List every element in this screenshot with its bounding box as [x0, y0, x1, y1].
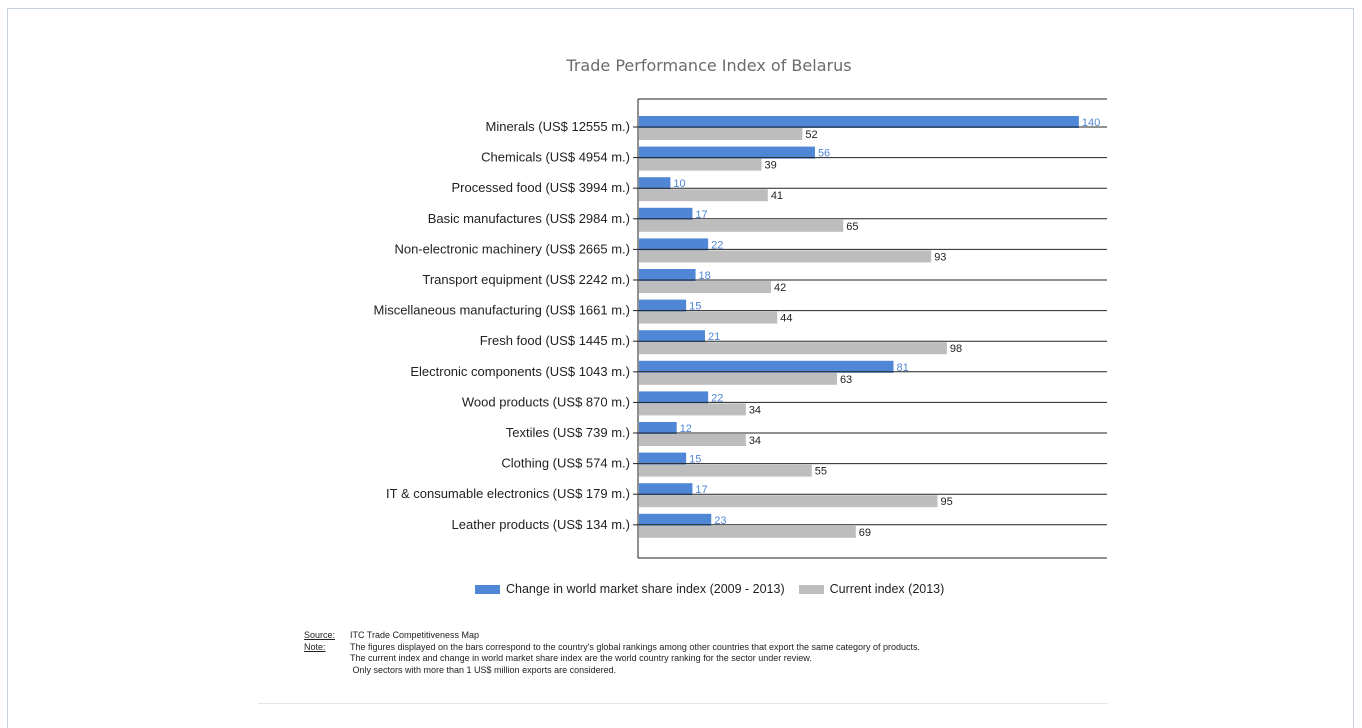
y-tick-label: Wood products (US$ 870 m.) — [462, 394, 630, 409]
bar-current — [639, 219, 844, 232]
note-line: Only sectors with more than 1 US$ millio… — [350, 664, 617, 675]
bar-change — [639, 269, 696, 281]
note-line: The figures displayed on the bars corres… — [350, 641, 921, 652]
data-label-current: 41 — [771, 190, 783, 202]
bar-current — [639, 189, 768, 202]
data-label-change: 21 — [708, 331, 720, 343]
y-tick-label: Miscellaneous manufacturing (US$ 1661 m.… — [373, 303, 630, 318]
y-tick-label: Basic manufactures (US$ 2984 m.) — [428, 211, 630, 226]
data-label-current: 55 — [815, 466, 827, 478]
data-label-change: 17 — [695, 484, 707, 496]
y-tick-label: Minerals (US$ 12555 m.) — [486, 119, 631, 134]
y-tick-label: IT & consumable electronics (US$ 179 m.) — [386, 486, 630, 501]
data-label-change: 22 — [711, 392, 723, 404]
bar-current — [639, 464, 812, 477]
bottom-divider — [258, 703, 1108, 704]
data-label-change: 17 — [695, 209, 707, 221]
bar-change — [639, 452, 687, 465]
y-tick-label: Leather products (US$ 134 m.) — [452, 517, 630, 532]
data-label-change: 15 — [689, 454, 701, 466]
chart-notes: Source: ITC Trade Competitiveness Map No… — [304, 630, 920, 676]
data-label-current: 98 — [950, 343, 962, 355]
chart-title: Trade Performance Index of Belarus — [566, 56, 852, 75]
bar-current — [639, 434, 746, 446]
data-label-current: 44 — [780, 313, 792, 325]
bar-change — [639, 238, 709, 251]
data-label-change: 140 — [1082, 117, 1100, 129]
data-label-change: 56 — [818, 148, 830, 160]
note-row: Only sectors with more than 1 US$ millio… — [304, 665, 920, 677]
data-label-current: 34 — [749, 404, 761, 416]
legend-entry-current: Current index (2013) — [798, 582, 945, 596]
y-tick-label: Clothing (US$ 574 m.) — [501, 456, 630, 471]
bar-current — [639, 495, 938, 508]
note-row: The current index and change in world ma… — [304, 653, 920, 665]
note-label: Note: — [304, 641, 326, 652]
y-tick-label: Fresh food (US$ 1445 m.) — [480, 333, 630, 348]
data-label-current: 63 — [840, 374, 852, 386]
data-label-current: 52 — [805, 129, 817, 141]
bar-current — [639, 403, 746, 416]
bar-change — [639, 116, 1079, 128]
y-tick-label: Processed food (US$ 3994 m.) — [452, 180, 630, 195]
source-text: ITC Trade Competitiveness Map — [350, 630, 480, 640]
note-line: The current index and change in world ma… — [350, 653, 812, 663]
data-label-current: 39 — [765, 160, 777, 172]
source-label: Source: — [304, 630, 336, 640]
y-tick-label: Non-electronic machinery (US$ 2665 m.) — [394, 241, 630, 256]
bar-current — [639, 250, 932, 263]
bar-current — [639, 158, 762, 171]
data-label-current: 69 — [859, 527, 871, 539]
bar-change — [639, 360, 894, 373]
data-label-change: 15 — [689, 301, 701, 313]
data-label-current: 93 — [934, 251, 946, 263]
bar-change — [639, 513, 712, 526]
bar-change — [639, 146, 815, 159]
data-label-change: 81 — [896, 362, 908, 374]
data-label-change: 18 — [699, 270, 711, 282]
bar-change — [639, 177, 671, 190]
data-label-current: 95 — [940, 496, 952, 508]
source-row: Source: ITC Trade Competitiveness Map — [304, 630, 920, 642]
bar-current — [639, 525, 856, 538]
bar-current — [639, 128, 803, 140]
y-tick-label: Transport equipment (US$ 2242 m.) — [422, 272, 630, 287]
bar-current — [639, 311, 778, 324]
legend-label-current: Current index (2013) — [829, 582, 945, 596]
data-label-change: 12 — [680, 423, 692, 435]
bar-change — [639, 299, 687, 312]
y-tick-label: Electronic components (US$ 1043 m.) — [410, 364, 630, 379]
y-tick-label: Textiles (US$ 739 m.) — [506, 425, 630, 440]
bar-current — [639, 342, 947, 355]
data-label-change: 23 — [714, 515, 726, 527]
bar-current — [639, 372, 837, 385]
bar-current — [639, 281, 771, 293]
bar-change — [639, 422, 677, 434]
legend-entry-change: Change in world market share index (2009… — [475, 582, 785, 596]
legend-label-change: Change in world market share index (2009… — [506, 582, 785, 596]
note-row: Note: The figures displayed on the bars … — [304, 642, 920, 654]
bar-change — [639, 207, 693, 220]
legend-swatch-current — [798, 584, 824, 594]
y-tick-label: Chemicals (US$ 4954 m.) — [481, 150, 630, 165]
data-label-current: 42 — [774, 282, 786, 294]
bar-change — [639, 330, 705, 343]
chart-legend: Change in world market share index (2009… — [475, 582, 958, 596]
data-label-current: 65 — [846, 221, 858, 233]
data-label-current: 34 — [749, 435, 761, 447]
data-label-change: 10 — [673, 178, 685, 190]
legend-swatch-change — [475, 584, 500, 594]
data-label-change: 22 — [711, 239, 723, 251]
bar-change — [639, 483, 693, 496]
bar-change — [639, 391, 709, 404]
